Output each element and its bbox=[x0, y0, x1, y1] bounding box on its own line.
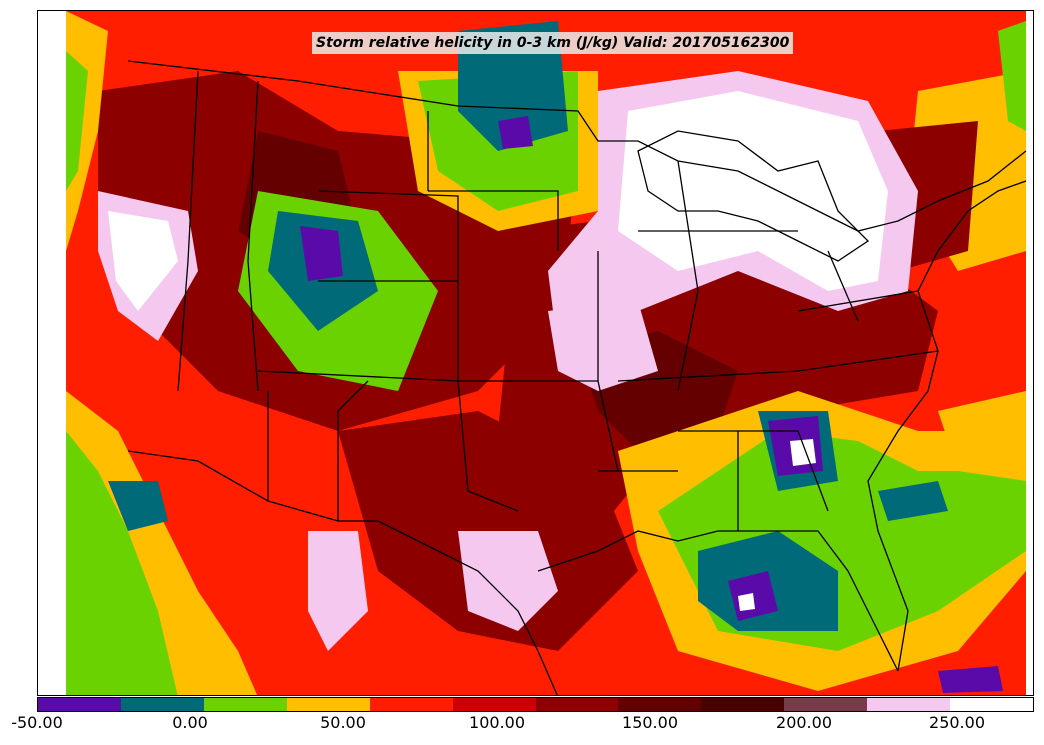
colorbar-label-3: 50.00 bbox=[320, 713, 366, 732]
us-mexico-border bbox=[127, 450, 558, 695]
colorbar-segment-5 bbox=[369, 698, 453, 711]
state-line-3 bbox=[317, 190, 459, 281]
state-line-17 bbox=[337, 380, 369, 521]
gulf-white bbox=[738, 593, 755, 611]
state-line-9 bbox=[597, 251, 619, 472]
northwest-white bbox=[108, 211, 178, 311]
colorbar-segment-3 bbox=[203, 698, 287, 711]
boundary-lines bbox=[127, 60, 1027, 695]
colorbar-segment-7 bbox=[535, 698, 619, 711]
colorbar-label-2: 0.00 bbox=[172, 713, 208, 732]
colorbar-label-1: -50.00 bbox=[11, 713, 63, 732]
colorbar-segment-10 bbox=[784, 698, 868, 711]
colorbar-segment-11 bbox=[867, 698, 951, 711]
rockies-purple bbox=[300, 226, 343, 281]
pacific-green bbox=[66, 51, 88, 191]
map-title: Storm relative helicity in 0-3 km (J/kg)… bbox=[312, 32, 794, 54]
atlantic-orange bbox=[938, 391, 1026, 481]
colorbar-segment-2 bbox=[120, 698, 204, 711]
us-canada-border bbox=[127, 60, 1027, 232]
colorbar-segment-9 bbox=[701, 698, 785, 711]
state-line-4 bbox=[318, 280, 459, 381]
caribbean-purple bbox=[938, 666, 1003, 693]
northeast-green bbox=[998, 21, 1026, 131]
lakes-outline bbox=[637, 130, 870, 262]
midwest-pink bbox=[548, 301, 658, 391]
map-blank-margin-right bbox=[1026, 11, 1033, 695]
gulf-coast bbox=[537, 530, 899, 672]
colorbar-label-4: 100.00 bbox=[469, 713, 525, 732]
atlantic-coast bbox=[867, 180, 1027, 672]
state-line-2 bbox=[247, 80, 259, 392]
colorbar-segment-6 bbox=[452, 698, 536, 711]
north-plains-purple bbox=[498, 116, 533, 149]
state-line-8 bbox=[457, 380, 519, 512]
helicity-map bbox=[38, 11, 1033, 695]
colorbar-segment-12 bbox=[950, 698, 1034, 711]
state-line-13 bbox=[738, 430, 829, 512]
colorbar-label-7: 250.00 bbox=[929, 713, 985, 732]
atlantic-teal bbox=[878, 481, 948, 521]
southwest-pink bbox=[308, 531, 368, 651]
colorbar-label-5: 150.00 bbox=[622, 713, 678, 732]
colorbar-segment-8 bbox=[618, 698, 702, 711]
map-blank-margin-left bbox=[38, 11, 66, 695]
colorbar-segment-4 bbox=[286, 698, 370, 711]
west-coast-green bbox=[66, 431, 178, 695]
great-lakes-white bbox=[618, 91, 888, 291]
colorbar-label-6: 200.00 bbox=[776, 713, 832, 732]
colorbar-segment-1 bbox=[38, 698, 121, 711]
state-line-6 bbox=[428, 190, 559, 251]
map-panel: Storm relative helicity in 0-3 km (J/kg)… bbox=[37, 10, 1034, 696]
state-line-10 bbox=[677, 160, 699, 392]
georgia-white bbox=[790, 439, 816, 466]
colorbar bbox=[37, 697, 1034, 712]
texas-pink bbox=[458, 531, 558, 631]
state-line-16 bbox=[827, 250, 859, 322]
state-line-1 bbox=[177, 70, 199, 392]
west-coast-teal bbox=[108, 481, 168, 531]
state-line-11 bbox=[617, 350, 939, 382]
state-line-15 bbox=[797, 290, 919, 312]
